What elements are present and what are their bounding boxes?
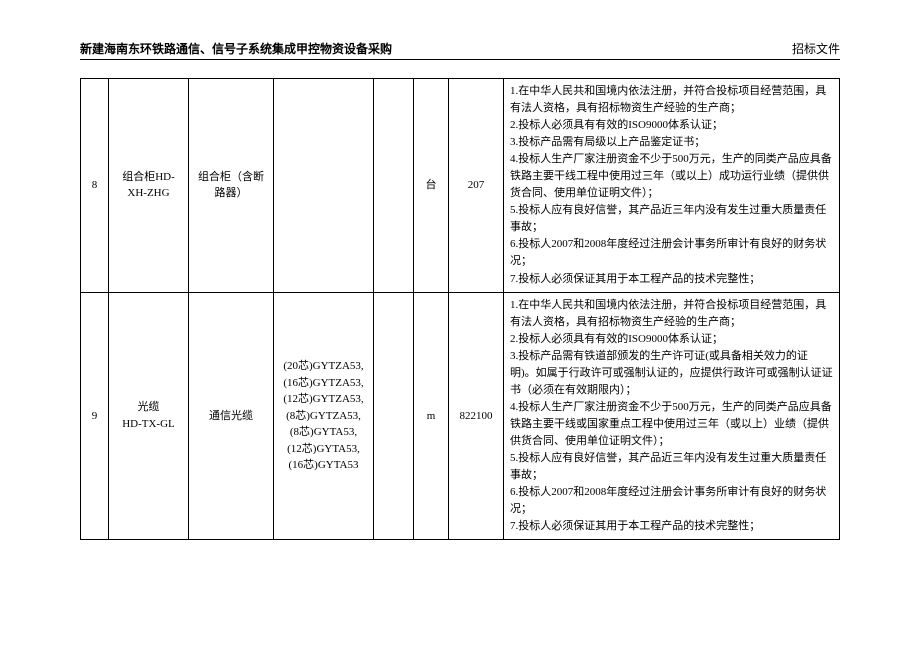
cell-idx: 8 xyxy=(81,79,109,293)
header-right-text: 招标文件 xyxy=(792,40,840,57)
page-header: 新建海南东环铁路通信、信号子系统集成甲控物资设备采购 招标文件 xyxy=(80,40,840,60)
cell-blank xyxy=(374,79,414,293)
cell-req: 1.在中华人民共和国境内依法注册，并符合投标项目经营范围，具有法人资格，具有招标… xyxy=(504,79,840,293)
cell-spec: (20芯)GYTZA53,(16芯)GYTZA53,(12芯)GYTZA53,(… xyxy=(274,292,374,540)
cell-blank xyxy=(374,292,414,540)
table-row: 8 组合柜HD-XH-ZHG 组合柜（含断路器） 台 207 1.在中华人民共和… xyxy=(81,79,840,293)
header-left-text: 新建海南东环铁路通信、信号子系统集成甲控物资设备采购 xyxy=(80,40,392,57)
cell-qty: 207 xyxy=(449,79,504,293)
cell-code: 组合柜HD-XH-ZHG xyxy=(109,79,189,293)
table-row: 9 光缆HD-TX-GL 通信光缆 (20芯)GYTZA53,(16芯)GYTZ… xyxy=(81,292,840,540)
cell-unit: m xyxy=(414,292,449,540)
cell-qty: 822100 xyxy=(449,292,504,540)
cell-code: 光缆HD-TX-GL xyxy=(109,292,189,540)
cell-idx: 9 xyxy=(81,292,109,540)
cell-name: 组合柜（含断路器） xyxy=(189,79,274,293)
cell-unit: 台 xyxy=(414,79,449,293)
cell-spec xyxy=(274,79,374,293)
procurement-table: 8 组合柜HD-XH-ZHG 组合柜（含断路器） 台 207 1.在中华人民共和… xyxy=(80,78,840,540)
cell-name: 通信光缆 xyxy=(189,292,274,540)
cell-req: 1.在中华人民共和国境内依法注册，并符合投标项目经营范围，具有法人资格，具有招标… xyxy=(504,292,840,540)
